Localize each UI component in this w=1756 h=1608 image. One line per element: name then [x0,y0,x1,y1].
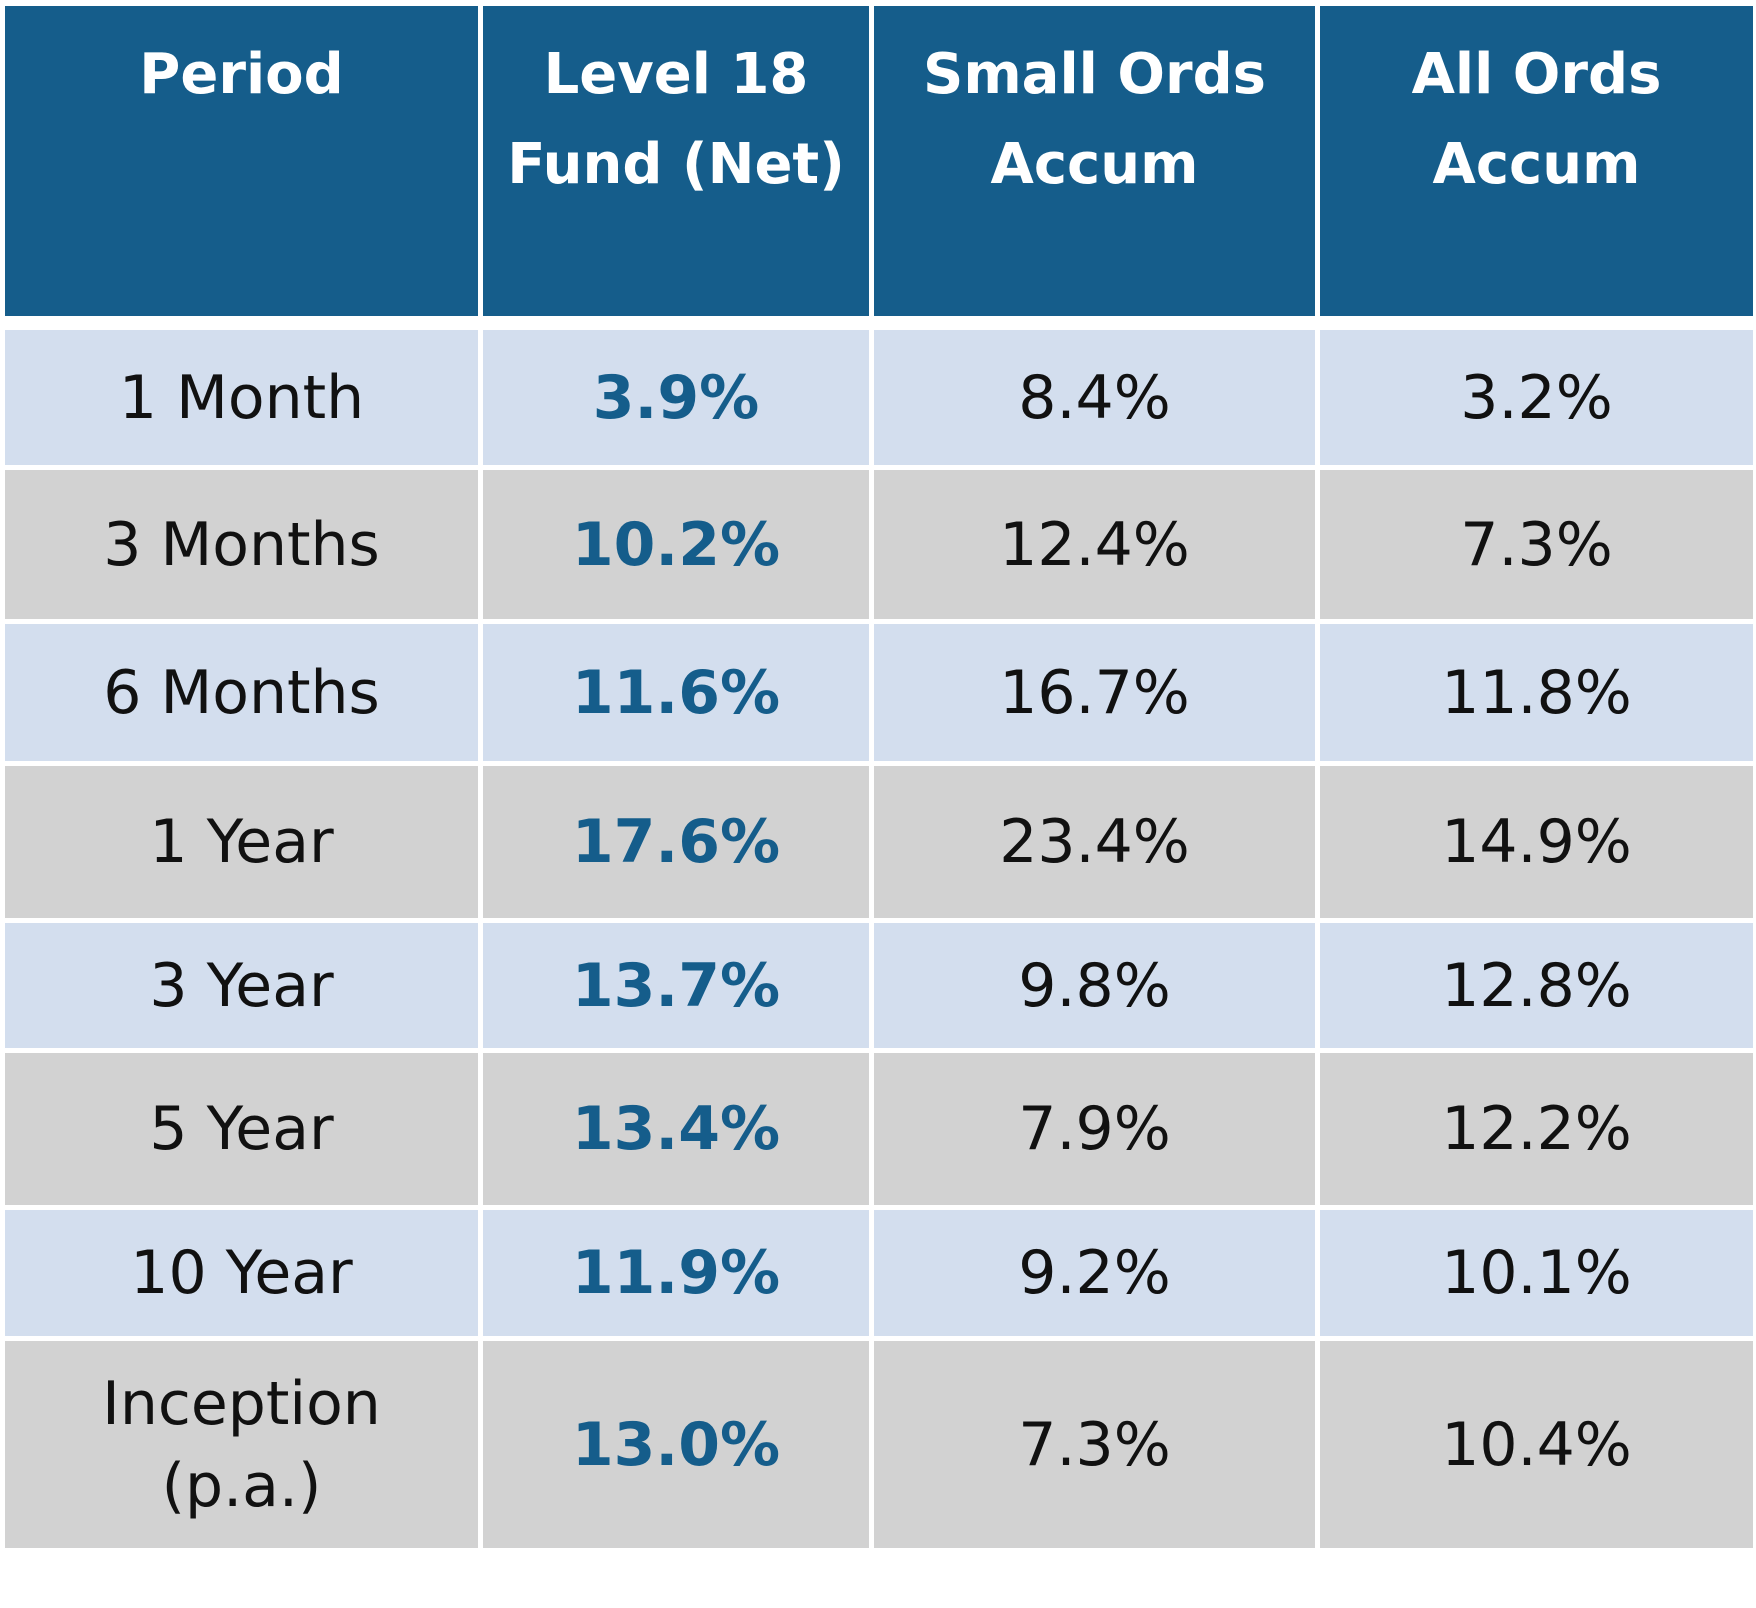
performance-table: Period Level 18 Fund (Net) Small Ords Ac… [5,6,1753,1548]
fund-value: 13.7% [483,923,874,1053]
header-all-ords-line-1: All Ords [1411,42,1662,107]
period-label: 3 Months [103,509,380,580]
small-ords-value: 7.9% [874,1053,1320,1210]
period-cell: 5 Year [5,1053,483,1210]
all-ords-value: 11.8% [1320,624,1753,766]
table-row: 5 Year 13.4% 7.9% 12.2% [5,1053,1753,1210]
header-small-ords: Small Ords Accum [874,6,1320,330]
period-cell: 3 Year [5,923,483,1053]
header-all-ords-line-2: Accum [1432,132,1641,197]
small-ords-value: 12.4% [874,470,1320,624]
period-label-line-1: Inception [102,1368,381,1439]
period-cell: Inception (p.a.) [5,1341,483,1548]
all-ords-value: 10.4% [1320,1341,1753,1548]
fund-value: 13.0% [483,1341,874,1548]
all-ords-value: 7.3% [1320,470,1753,624]
fund-value: 10.2% [483,470,874,624]
small-ords-value: 8.4% [874,330,1320,470]
table-row: 6 Months 11.6% 16.7% 11.8% [5,624,1753,766]
header-period-line: Period [139,42,344,107]
all-ords-value: 12.2% [1320,1053,1753,1210]
period-cell: 10 Year [5,1210,483,1341]
header-fund: Level 18 Fund (Net) [483,6,874,330]
fund-value: 11.6% [483,624,874,766]
table-row: 10 Year 11.9% 9.2% 10.1% [5,1210,1753,1341]
small-ords-value: 16.7% [874,624,1320,766]
table-row: 3 Year 13.7% 9.8% 12.8% [5,923,1753,1053]
table-row: 1 Month 3.9% 8.4% 3.2% [5,330,1753,470]
header-row: Period Level 18 Fund (Net) Small Ords Ac… [5,6,1753,330]
all-ords-value: 12.8% [1320,923,1753,1053]
header-period: Period [5,6,483,330]
period-label-line-2: (p.a.) [161,1450,322,1521]
all-ords-value: 3.2% [1320,330,1753,470]
period-label: 1 Month [118,362,365,433]
small-ords-value: 9.8% [874,923,1320,1053]
period-cell: 1 Month [5,330,483,470]
fund-value: 11.9% [483,1210,874,1341]
header-all-ords: All Ords Accum [1320,6,1753,330]
period-label: 5 Year [149,1094,334,1164]
header-small-ords-line-2: Accum [990,132,1199,197]
small-ords-value: 7.3% [874,1341,1320,1548]
all-ords-value: 10.1% [1320,1210,1753,1341]
small-ords-value: 9.2% [874,1210,1320,1341]
table-row: Inception (p.a.) 13.0% 7.3% 10.4% [5,1341,1753,1548]
small-ords-value: 23.4% [874,766,1320,923]
header-fund-line-1: Level 18 [543,42,809,107]
table-row: 3 Months 10.2% 12.4% 7.3% [5,470,1753,624]
fund-value: 17.6% [483,766,874,923]
period-label: 10 Year [130,1238,353,1308]
period-cell: 3 Months [5,470,483,624]
all-ords-value: 14.9% [1320,766,1753,923]
fund-value: 3.9% [483,330,874,470]
period-cell: 1 Year [5,766,483,923]
header-small-ords-line-1: Small Ords [923,42,1266,107]
fund-value: 13.4% [483,1053,874,1210]
period-label: 3 Year [149,950,334,1021]
table-row: 1 Year 17.6% 23.4% 14.9% [5,766,1753,923]
period-label: 6 Months [103,657,380,728]
period-cell: 6 Months [5,624,483,766]
header-fund-line-2: Fund (Net) [507,132,845,197]
period-label: 1 Year [149,807,334,877]
